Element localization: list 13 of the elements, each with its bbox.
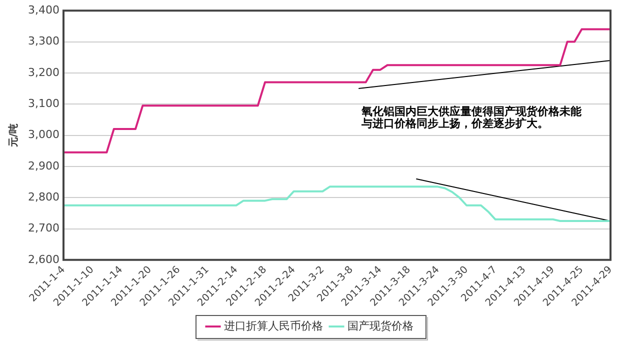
- y-tick-label: 3,100: [28, 96, 60, 110]
- legend-label: 国产现货价格: [348, 319, 414, 332]
- annotation: 氧化铝国内巨大供应量使得国产现货价格未能与进口价格同步上扬，价差逐步扩大。: [360, 104, 583, 130]
- y-tick-label: 2,600: [28, 252, 60, 266]
- y-tick-label: 3,400: [28, 3, 60, 16]
- y-tick-label: 2,700: [28, 222, 60, 235]
- y-axis-title: 元/吨: [8, 123, 20, 148]
- legend-label: 进口折算人民币价格: [224, 319, 323, 332]
- y-tick-label: 3,200: [28, 66, 60, 79]
- y-tick-label: 3,000: [28, 128, 60, 142]
- y-tick-label: 2,800: [28, 190, 60, 204]
- y-tick-label: 3,300: [28, 34, 60, 48]
- y-tick-label: 2,900: [28, 159, 60, 172]
